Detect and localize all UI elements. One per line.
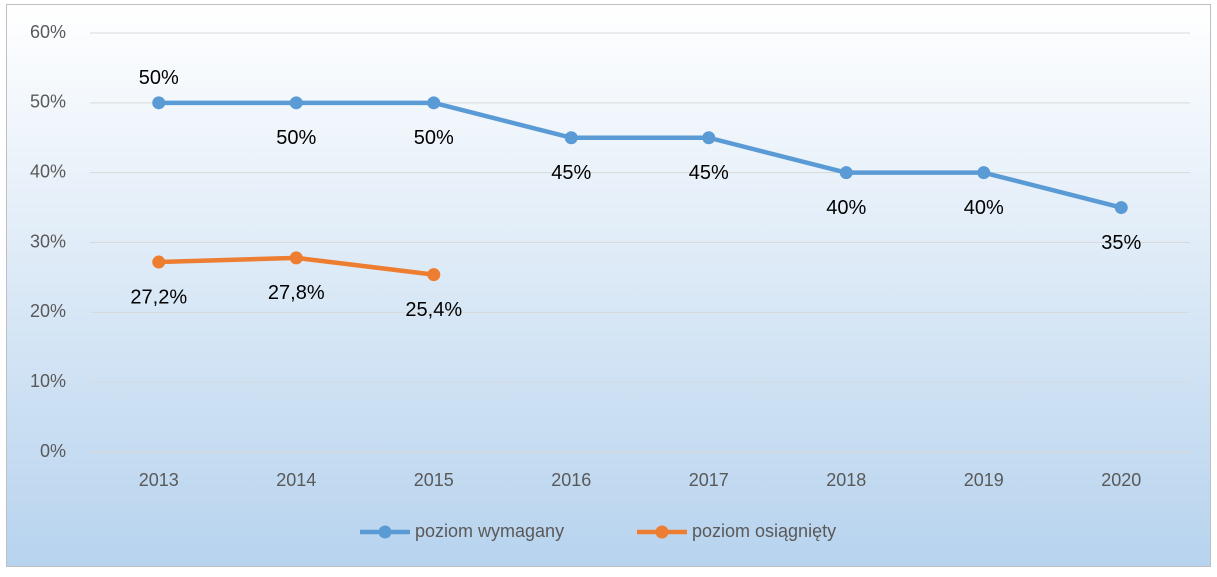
marker — [564, 131, 578, 145]
data-label: 50% — [139, 67, 179, 89]
y-tick-label: 50% — [30, 92, 66, 112]
legend-label: poziom osiągnięty — [692, 521, 836, 541]
y-tick-label: 0% — [40, 441, 66, 461]
marker — [1114, 201, 1128, 215]
y-tick-label: 60% — [30, 22, 66, 42]
data-label: 40% — [826, 197, 866, 219]
x-tick-label: 2015 — [414, 470, 454, 490]
x-tick-label: 2017 — [689, 470, 729, 490]
y-tick-label: 20% — [30, 301, 66, 321]
legend-marker — [378, 525, 392, 539]
line — [158, 100, 1122, 210]
x-tick-label: 2019 — [964, 470, 1004, 490]
marker — [427, 96, 441, 110]
x-tick-label: 2018 — [826, 470, 866, 490]
y-tick-label: 10% — [30, 371, 66, 391]
data-label: 40% — [964, 197, 1004, 219]
marker — [289, 251, 303, 265]
data-label: 27,8% — [268, 282, 325, 304]
legend-label: poziom wymagany — [415, 521, 564, 541]
marker — [977, 166, 991, 180]
data-label: 50% — [276, 127, 316, 149]
marker — [839, 166, 853, 180]
data-label: 35% — [1101, 232, 1141, 254]
x-tick-label: 2020 — [1101, 470, 1141, 490]
marker — [152, 96, 166, 110]
data-label: 50% — [414, 127, 454, 149]
marker — [702, 131, 716, 145]
marker — [427, 268, 441, 282]
data-label: 27,2% — [130, 286, 187, 308]
data-label: 25,4% — [405, 299, 462, 321]
x-tick-label: 2013 — [139, 470, 179, 490]
data-label: 45% — [689, 162, 729, 184]
marker — [152, 255, 166, 269]
x-tick-label: 2014 — [276, 470, 316, 490]
y-tick-label: 40% — [30, 161, 66, 181]
chart-background — [6, 4, 1211, 567]
legend-marker — [655, 525, 669, 539]
data-label: 45% — [551, 162, 591, 184]
y-tick-label: 30% — [30, 231, 66, 251]
marker — [289, 96, 303, 110]
x-tick-label: 2016 — [551, 470, 591, 490]
